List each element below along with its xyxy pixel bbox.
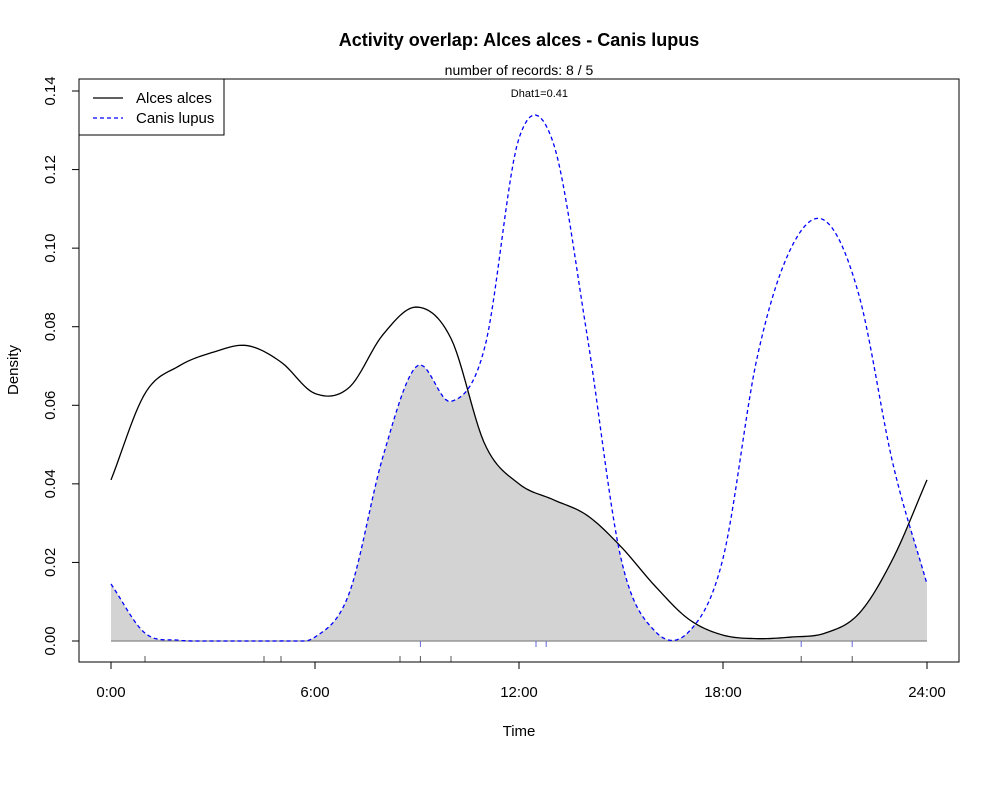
- y-tick-label: 0.08: [42, 312, 59, 341]
- series-line-alces: [110, 306, 928, 640]
- overlap-estimate-label: Dhat1=0.41: [511, 88, 568, 100]
- y-tick-label: 0.06: [42, 391, 59, 420]
- y-tick-label: 0.12: [42, 155, 59, 184]
- y-tick-label: 0.10: [42, 234, 59, 263]
- chart-subtitle: number of records: 8 / 5: [445, 62, 594, 78]
- overlap-area: [111, 364, 927, 641]
- y-tick-label: 0.00: [42, 626, 59, 655]
- x-tick-label: 6:00: [300, 684, 329, 701]
- series-line-canis: [110, 114, 928, 642]
- overlap-area-layer: [111, 364, 927, 642]
- legend-text-canis: Canis lupus: [136, 110, 214, 127]
- series-layer: [110, 114, 928, 642]
- x-axis-label: Time: [503, 723, 536, 740]
- y-tick-label: 0.02: [42, 548, 59, 577]
- legend-box: [78, 78, 225, 136]
- chart-title: Activity overlap: Alces alces - Canis lu…: [339, 30, 699, 50]
- y-tick-label: 0.04: [42, 469, 59, 498]
- rug-layer: [144, 641, 853, 662]
- y-axis-label: Density: [5, 344, 22, 395]
- legend: Alces alces Canis lupus: [78, 78, 225, 136]
- x-tick-label: 12:00: [500, 684, 538, 701]
- y-tick-label: 0.14: [42, 76, 59, 105]
- legend-text-alces: Alces alces: [136, 90, 212, 107]
- x-tick-label: 18:00: [704, 684, 742, 701]
- x-tick-label: 0:00: [96, 684, 125, 701]
- x-tick-label: 24:00: [908, 684, 946, 701]
- plot-frame: [78, 78, 960, 663]
